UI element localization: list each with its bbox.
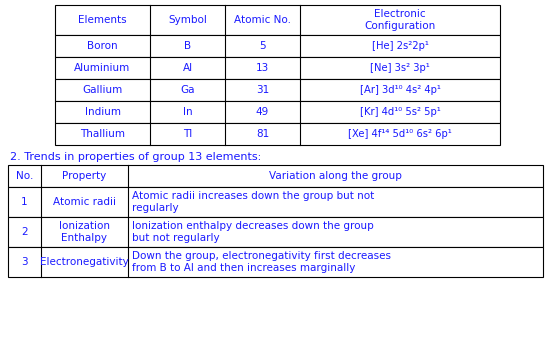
Bar	[8, 247, 543, 277]
Text: Boron: Boron	[87, 41, 118, 51]
Text: 2. Trends in properties of group 13 elements:: 2. Trends in properties of group 13 elem…	[10, 152, 261, 162]
Bar	[8, 165, 543, 187]
Text: [Ar] 3d¹⁰ 4s² 4p¹: [Ar] 3d¹⁰ 4s² 4p¹	[360, 85, 441, 95]
Text: Atomic No.: Atomic No.	[234, 15, 291, 25]
Bar	[55, 57, 500, 79]
Text: Thallium: Thallium	[80, 129, 125, 139]
Text: In: In	[183, 107, 192, 117]
Text: [Kr] 4d¹⁰ 5s² 5p¹: [Kr] 4d¹⁰ 5s² 5p¹	[360, 107, 441, 117]
Text: 31: 31	[256, 85, 269, 95]
Text: Property: Property	[62, 171, 106, 181]
Text: [Xe] 4f¹⁴ 5d¹⁰ 6s² 6p¹: [Xe] 4f¹⁴ 5d¹⁰ 6s² 6p¹	[348, 129, 452, 139]
Text: Atomic radii: Atomic radii	[53, 197, 116, 207]
Text: Variation along the group: Variation along the group	[269, 171, 402, 181]
Bar	[55, 123, 500, 145]
Text: 1: 1	[21, 197, 28, 207]
Text: Tl: Tl	[183, 129, 192, 139]
Text: Al: Al	[183, 63, 193, 73]
Text: 81: 81	[256, 129, 269, 139]
Bar	[55, 101, 500, 123]
Text: Atomic radii increases down the group but not
regularly: Atomic radii increases down the group bu…	[132, 191, 374, 213]
Text: B: B	[184, 41, 191, 51]
Text: [Ne] 3s² 3p¹: [Ne] 3s² 3p¹	[370, 63, 430, 73]
Bar	[55, 35, 500, 57]
Text: 13: 13	[256, 63, 269, 73]
Text: Ionization
Enthalpy: Ionization Enthalpy	[59, 221, 110, 243]
Text: 3: 3	[21, 257, 28, 267]
Text: No.: No.	[16, 171, 33, 181]
Bar	[55, 5, 500, 35]
Bar	[55, 79, 500, 101]
Text: Electronegativity: Electronegativity	[40, 257, 129, 267]
Text: Indium: Indium	[85, 107, 120, 117]
Bar	[8, 187, 543, 217]
Text: Symbol: Symbol	[168, 15, 207, 25]
Text: Gallium: Gallium	[82, 85, 123, 95]
Text: Down the group, electronegativity first decreases
from B to Al and then increase: Down the group, electronegativity first …	[132, 251, 391, 273]
Text: 49: 49	[256, 107, 269, 117]
Text: Elements: Elements	[78, 15, 127, 25]
Text: [He] 2s²2p¹: [He] 2s²2p¹	[372, 41, 428, 51]
Text: Aluminium: Aluminium	[75, 63, 131, 73]
Text: Ga: Ga	[180, 85, 195, 95]
Bar	[8, 217, 543, 247]
Text: Electronic
Configuration: Electronic Configuration	[364, 9, 436, 31]
Text: Ionization enthalpy decreases down the group
but not regularly: Ionization enthalpy decreases down the g…	[132, 221, 374, 243]
Text: 5: 5	[259, 41, 266, 51]
Text: 2: 2	[21, 227, 28, 237]
